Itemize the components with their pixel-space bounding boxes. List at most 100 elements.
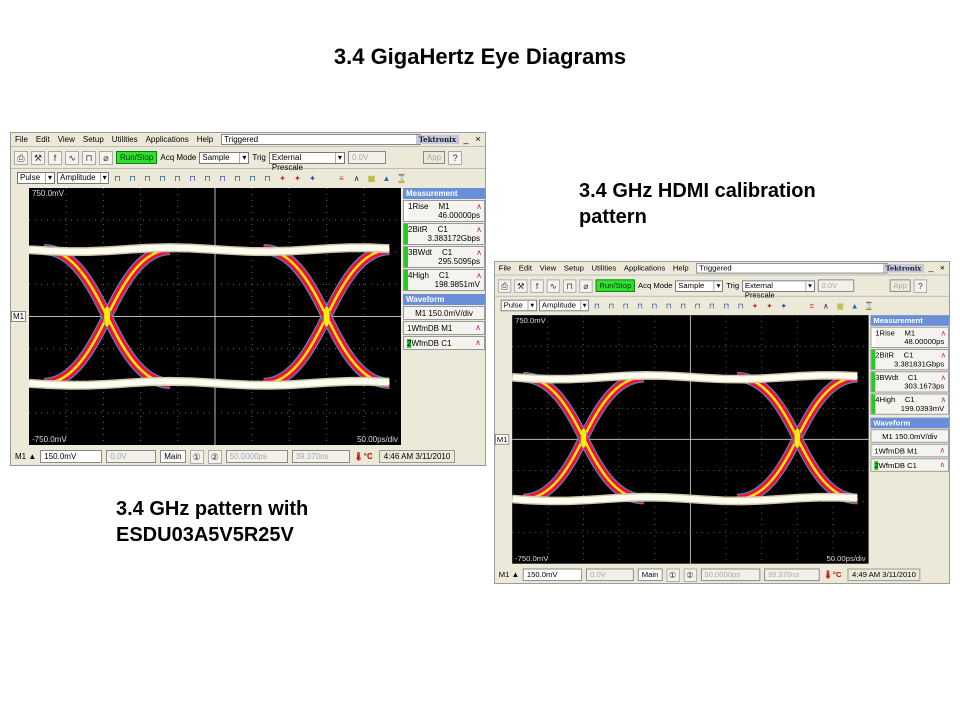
measure-type-icon[interactable]: ⊓ bbox=[234, 173, 241, 183]
measure-type-icon[interactable]: ⊓ bbox=[264, 173, 271, 183]
pulse-select[interactable]: Pulse ▾ bbox=[17, 172, 55, 184]
m1-marker[interactable]: M1 bbox=[494, 434, 510, 445]
measure-type-icon[interactable]: ✦ bbox=[309, 173, 316, 183]
scale-input[interactable]: 150.0mV bbox=[40, 450, 103, 463]
main-button[interactable]: Main bbox=[637, 568, 663, 582]
measurement-item[interactable]: 1Rise M1 ∧ 46.00000ps bbox=[403, 200, 485, 222]
measure-type-icon[interactable]: ✦ bbox=[279, 173, 286, 183]
measure-type-icon[interactable]: ⊓ bbox=[723, 301, 730, 310]
run-stop-button[interactable]: Run/Stop bbox=[116, 151, 158, 164]
acq-mode-select[interactable]: Sample ▾ bbox=[199, 151, 250, 164]
waveform-display[interactable]: 750.0mV -750.0mV 50.00ps/div bbox=[29, 188, 401, 445]
app-button[interactable]: App bbox=[889, 279, 911, 292]
menu-file[interactable]: File bbox=[498, 263, 512, 273]
measure-type-icon[interactable]: ⊓ bbox=[204, 173, 211, 183]
temperature-icon[interactable]: 🌡°C bbox=[823, 570, 842, 580]
trig-select[interactable]: External Prescale ▾ bbox=[742, 279, 815, 299]
menu-setup[interactable]: Setup bbox=[82, 135, 104, 144]
delay-input[interactable]: 39.370ns bbox=[763, 568, 820, 582]
zoom-2-icon[interactable]: ② bbox=[207, 449, 222, 464]
menu-utilities[interactable]: Utilities bbox=[111, 135, 138, 144]
measure-type-icon[interactable]: ✦ bbox=[751, 301, 759, 310]
eraser-icon[interactable]: ⌀ bbox=[579, 278, 593, 293]
measure-type-icon[interactable]: ⊓ bbox=[593, 301, 600, 310]
offset-input[interactable]: 0.0V bbox=[106, 450, 157, 463]
measurement-item[interactable]: 3BWdt C1 ∧ 295.5095ps bbox=[403, 246, 485, 268]
measure-type-icon[interactable]: ⊓ bbox=[159, 173, 166, 183]
function-icon[interactable]: f bbox=[48, 150, 62, 165]
menu-view[interactable]: View bbox=[57, 135, 75, 144]
measure-type-icon[interactable]: ⊓ bbox=[219, 173, 226, 183]
print-icon[interactable]: ⎙ bbox=[497, 278, 512, 293]
minimize-button[interactable]: _ bbox=[463, 134, 469, 144]
amplitude-select[interactable]: Amplitude ▾ bbox=[539, 299, 589, 312]
close-button[interactable]: × bbox=[475, 134, 481, 144]
measure-type-icon[interactable]: ⊓ bbox=[144, 173, 151, 183]
measure-type-icon[interactable]: ⊓ bbox=[189, 173, 196, 183]
menu-help[interactable]: Help bbox=[672, 263, 689, 273]
close-button[interactable]: × bbox=[939, 262, 945, 273]
amplitude-select[interactable]: Amplitude ▾ bbox=[57, 172, 109, 184]
measure-type-icon[interactable]: ⊓ bbox=[129, 173, 136, 183]
measure-type-icon[interactable]: ⊓ bbox=[651, 301, 658, 310]
waveform-item[interactable]: 1WfmDB M1 ∧ bbox=[403, 321, 485, 335]
measure-type-icon[interactable]: ⊓ bbox=[608, 301, 615, 310]
position-input[interactable]: 50.0000ps bbox=[225, 450, 288, 463]
measure-icon[interactable]: ⊓ bbox=[82, 150, 96, 165]
measure-type-icon[interactable]: ✦ bbox=[780, 301, 787, 310]
measurement-item[interactable]: 4High C1 ∧ 199.0393mV bbox=[870, 393, 950, 415]
delay-input[interactable]: 39.370ns bbox=[291, 450, 350, 463]
zoom-in-icon[interactable]: ① bbox=[189, 449, 204, 464]
trig-select[interactable]: External Prescale ▾ bbox=[268, 151, 345, 172]
temperature-icon[interactable]: 🌡°C bbox=[353, 452, 373, 461]
measurement-item[interactable]: 4High C1 ∧ 198.9851mV bbox=[403, 269, 485, 291]
measure-type-icon[interactable]: ✦ bbox=[766, 301, 773, 310]
waveform-item[interactable]: 2WfmDB C1 ∧ bbox=[403, 336, 485, 350]
help-icon[interactable]: ? bbox=[913, 278, 928, 293]
zoom-in-icon[interactable]: ① bbox=[666, 568, 680, 582]
waveform-view-icon[interactable]: ∧ bbox=[823, 301, 829, 310]
measurement-item[interactable]: 2BitR C1 ∧ 3.383172Gbps bbox=[403, 223, 485, 245]
histogram-icon[interactable]: ▲ bbox=[382, 173, 391, 183]
measure-type-icon[interactable]: ✦ bbox=[294, 173, 301, 183]
position-input[interactable]: 50.0000ps bbox=[700, 568, 760, 582]
measurement-item[interactable]: 3BWdt C1 ∧ 303.1673ps bbox=[870, 371, 950, 393]
menu-applications[interactable]: Applications bbox=[145, 135, 189, 144]
channel-select[interactable]: M1 ▲ bbox=[499, 570, 519, 579]
print-icon[interactable]: ⎙ bbox=[14, 150, 28, 165]
offset-input[interactable]: 0.0V bbox=[586, 568, 635, 582]
channel-select[interactable]: M1 ▲ bbox=[15, 452, 36, 461]
zoom-2-icon[interactable]: ② bbox=[683, 568, 697, 582]
mask-icon[interactable]: ⌛ bbox=[396, 173, 407, 183]
trig-level-input[interactable]: 0.0V bbox=[347, 151, 386, 164]
measure-type-icon[interactable]: ⊓ bbox=[708, 301, 715, 310]
measurement-item[interactable]: 1Rise M1 ∧ 48.00000ps bbox=[870, 326, 950, 349]
measure-type-icon[interactable]: ⊓ bbox=[114, 173, 121, 183]
graticule-icon[interactable]: ▦ bbox=[836, 301, 844, 310]
eraser-icon[interactable]: ⌀ bbox=[99, 150, 113, 165]
waveform-icon[interactable]: ∿ bbox=[546, 278, 561, 293]
menu-edit[interactable]: Edit bbox=[35, 135, 50, 144]
waveform-item[interactable]: 2WfmDB C1 ∧ bbox=[870, 458, 950, 472]
help-icon[interactable]: ? bbox=[448, 150, 463, 165]
waveform-item[interactable]: 1WfmDB M1 ∧ bbox=[870, 443, 950, 458]
measure-icon[interactable]: ⊓ bbox=[562, 278, 577, 293]
function-icon[interactable]: f bbox=[530, 278, 544, 293]
measure-type-icon[interactable]: ⊓ bbox=[737, 301, 744, 310]
menu-view[interactable]: View bbox=[539, 263, 557, 273]
measure-type-icon[interactable]: ⊓ bbox=[694, 301, 701, 310]
measure-type-icon[interactable]: ⊓ bbox=[249, 173, 256, 183]
measure-type-icon[interactable]: ⊓ bbox=[622, 301, 629, 310]
waveform-display[interactable]: 750.0mV -750.0mV 50.00ps/div bbox=[512, 315, 869, 564]
minimize-button[interactable]: _ bbox=[928, 262, 934, 273]
menu-utilities[interactable]: Utilities bbox=[591, 263, 617, 273]
scale-input[interactable]: 150.0mV bbox=[522, 568, 583, 582]
run-stop-button[interactable]: Run/Stop bbox=[595, 279, 636, 292]
pulse-select[interactable]: Pulse ▾ bbox=[500, 299, 538, 312]
acq-mode-select[interactable]: Sample ▾ bbox=[675, 279, 724, 292]
menu-file[interactable]: File bbox=[15, 135, 28, 144]
menu-edit[interactable]: Edit bbox=[518, 263, 533, 273]
measure-type-icon[interactable]: ⊓ bbox=[637, 301, 644, 310]
app-button[interactable]: App bbox=[422, 151, 446, 164]
mask-icon[interactable]: ⌛ bbox=[864, 301, 874, 310]
